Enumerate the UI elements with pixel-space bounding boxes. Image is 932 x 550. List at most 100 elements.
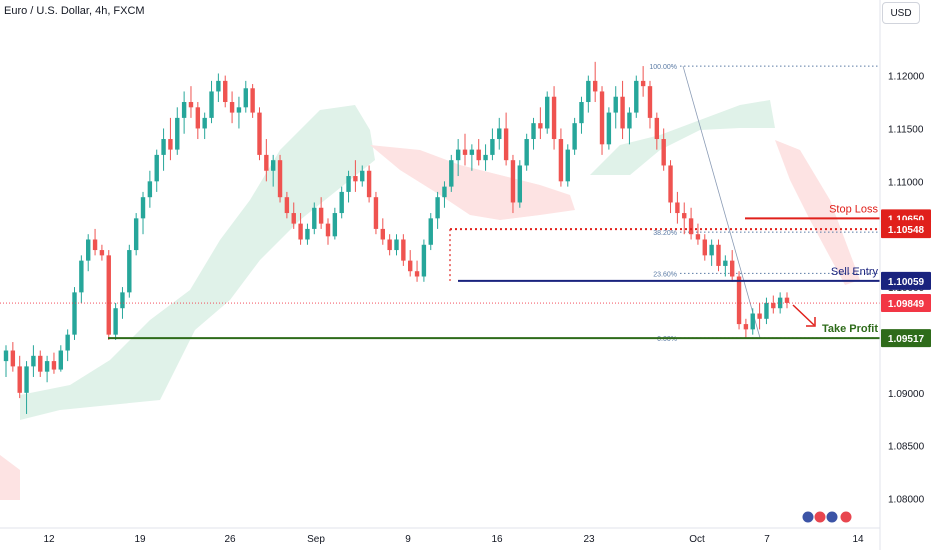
- candle: [517, 160, 523, 208]
- flag-circle: [839, 510, 853, 524]
- candle-body: [181, 102, 187, 118]
- x-tick-label: 26: [224, 534, 236, 545]
- candle-body: [517, 165, 523, 203]
- candle-body: [277, 160, 283, 198]
- price-label-bg: [881, 329, 931, 348]
- candle: [455, 139, 461, 177]
- candle: [729, 250, 735, 282]
- candle: [387, 234, 392, 256]
- candle: [44, 355, 50, 383]
- cloud-bear-1: [370, 145, 575, 220]
- candle-body: [661, 139, 666, 166]
- candle: [229, 91, 235, 124]
- candle-body: [627, 112, 632, 129]
- candle-body: [558, 139, 564, 182]
- candle-body: [497, 128, 502, 140]
- candle: [65, 329, 70, 362]
- candle-body: [250, 88, 255, 113]
- candle: [442, 181, 447, 208]
- candle: [353, 160, 358, 192]
- price-label-text: 1.10650: [888, 214, 925, 225]
- candle: [120, 287, 125, 319]
- candle: [318, 197, 324, 229]
- symbol-title: Euro / U.S. Dollar, 4h, FXCM: [4, 5, 145, 17]
- candle: [270, 154, 276, 187]
- candle-body: [387, 239, 392, 251]
- candle-body: [31, 355, 36, 367]
- candle: [209, 80, 214, 124]
- flag-icon: [839, 510, 853, 524]
- candle-body: [127, 250, 132, 293]
- sell-entry-label: Sell Entry: [831, 266, 879, 278]
- candle: [188, 86, 194, 118]
- price-label-bg: [881, 271, 931, 290]
- candle-body: [551, 96, 557, 140]
- candle: [709, 239, 714, 266]
- candle-body: [647, 86, 653, 118]
- x-tick-label: 14: [852, 534, 864, 545]
- candle: [51, 352, 57, 374]
- candle-body: [435, 197, 440, 219]
- candle: [757, 302, 762, 330]
- candle: [401, 234, 406, 266]
- candle-body: [113, 308, 118, 335]
- take-profit-label: Take Profit: [822, 323, 878, 335]
- candle-body: [401, 239, 406, 261]
- candle-body: [209, 91, 214, 118]
- candle-body: [3, 350, 9, 362]
- candle: [764, 297, 769, 325]
- candle-body: [10, 350, 16, 367]
- candle-body: [373, 197, 379, 229]
- candle: [113, 302, 118, 340]
- candle: [469, 144, 475, 171]
- x-tick-label: 19: [134, 534, 146, 545]
- candle-body: [147, 181, 153, 198]
- candle-body: [339, 191, 344, 214]
- x-tick-label: 23: [583, 534, 595, 545]
- price-label-text: 1.10548: [888, 225, 925, 236]
- candle-body: [675, 202, 680, 214]
- candle: [24, 361, 29, 414]
- candle: [668, 160, 673, 214]
- candle-body: [346, 176, 351, 192]
- price-label-text: 1.10059: [888, 277, 925, 288]
- candle-body: [270, 160, 276, 171]
- candle-body: [757, 313, 762, 319]
- candle-body: [503, 128, 509, 161]
- candle: [750, 308, 755, 335]
- down-arrow-head: [806, 317, 816, 327]
- candle-body: [764, 302, 769, 319]
- candle-body: [51, 361, 57, 370]
- candle: [140, 191, 146, 235]
- y-tick-label: 1.09000: [888, 389, 925, 400]
- y-tick-label: 1.08000: [888, 495, 925, 506]
- candle-body: [510, 160, 516, 203]
- candle: [599, 86, 605, 155]
- currency-button[interactable]: USD: [882, 2, 920, 24]
- candle-body: [716, 244, 721, 266]
- candle-body: [784, 297, 790, 303]
- candle: [325, 218, 331, 245]
- candle-body: [325, 223, 331, 237]
- candle-body: [483, 154, 488, 161]
- candle-body: [476, 149, 481, 161]
- candle: [339, 186, 344, 219]
- candle: [640, 66, 646, 97]
- candle-body: [688, 218, 694, 235]
- candle: [538, 107, 543, 140]
- candle-body: [606, 112, 612, 145]
- x-tick-label: 7: [764, 534, 770, 545]
- flag-circle: [801, 510, 815, 524]
- candle: [223, 75, 228, 108]
- candle-body: [428, 218, 433, 245]
- candle-body: [599, 91, 605, 145]
- x-tick-label: 9: [405, 534, 411, 545]
- candle-body: [455, 149, 461, 161]
- candle-body: [702, 239, 707, 256]
- candle-body: [318, 207, 324, 224]
- candle: [360, 165, 365, 187]
- price-label: 1.10548: [881, 220, 931, 239]
- candle-body: [120, 292, 125, 309]
